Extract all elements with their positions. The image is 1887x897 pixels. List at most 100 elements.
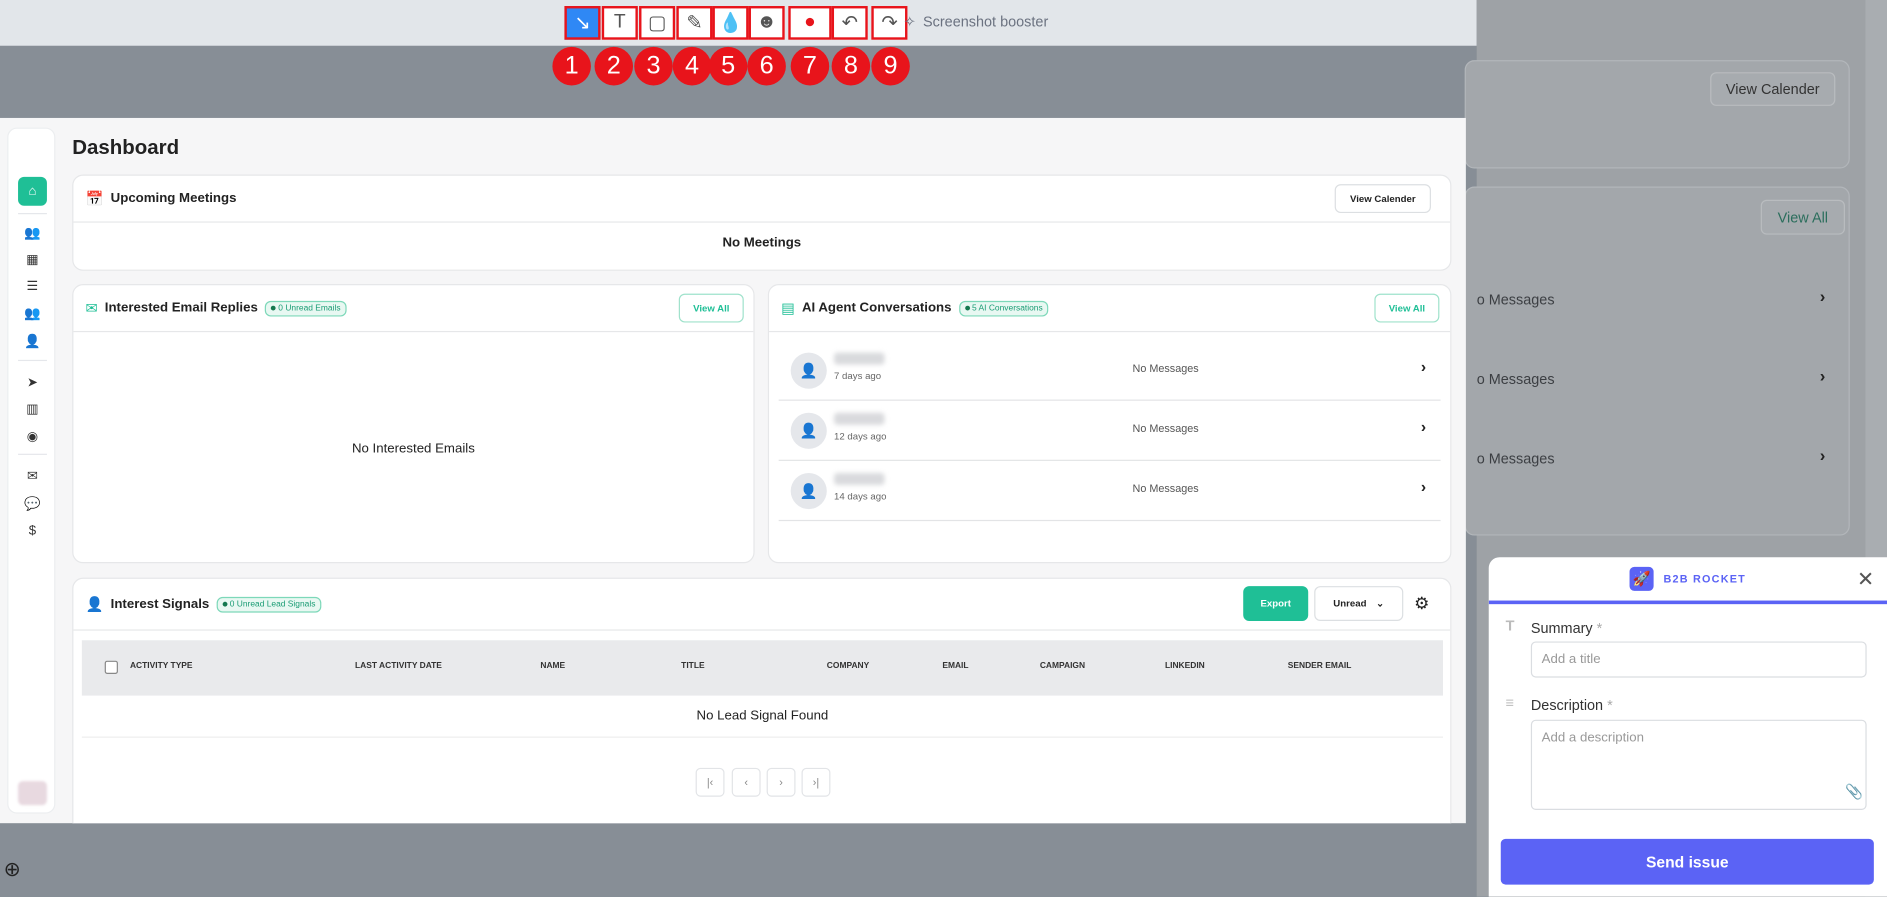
captured-dashboard: ⌂ 👥 ▦ ☰ 👥 👤 ➤ ▥ ◉ ✉ 💬 $ Dashboard 📅 Upcom… [0,117,1466,824]
interested-email-replies-card: ✉ Interested Email Replies 0 Unread Emails… [72,284,755,564]
issue-report-widget: 🚀 B2B ROCKET ✕ T Summary * Add a title ≡… [1488,557,1887,897]
empty-message: No Lead Signal Found [696,708,829,724]
send-icon[interactable]: ➤ [26,374,39,390]
prev-page-button[interactable]: ‹ [731,767,761,797]
user-avatar[interactable] [18,781,47,806]
team-icon[interactable]: 👥 [24,306,41,321]
conversation-message: No Messages [1132,422,1199,435]
text-tool-button[interactable]: T [601,6,638,40]
conversation-message: No Messages [1132,482,1199,495]
column-header: ACTIVITY TYPE [129,661,193,671]
chat-icon[interactable]: 💬 [24,496,41,511]
mail-icon[interactable]: ✉ [26,468,39,484]
summary-label: Summary * [1530,619,1603,637]
redo-tool-button[interactable]: ↷ [871,6,908,40]
description-icon: ≡ [1505,694,1515,712]
send-issue-button[interactable]: Send issue [1500,838,1874,885]
emoji-icon: ☻ [756,12,777,33]
close-icon[interactable]: ✕ [1857,568,1875,591]
conversation-row[interactable]: 👤 7 days ago No Messages › [778,341,1441,401]
record-tool-button[interactable]: ● [788,6,832,40]
ai-conversations-badge: 5 AI Conversations [958,300,1049,316]
conversation-time: 12 days ago [834,430,887,442]
step-marker: 7 [790,46,830,86]
unread-signals-badge: 0 Unread Lead Signals [216,596,322,612]
column-header: COMPANY [826,661,870,671]
undo-tool-button[interactable]: ↶ [831,6,868,40]
widget-header: 🚀 B2B ROCKET [1488,557,1887,605]
home-icon[interactable]: ⌂ [18,176,47,206]
chevron-right-icon: › [1420,477,1427,496]
text-icon: T [1505,617,1515,635]
empty-message: No Interested Emails [351,441,475,457]
next-page-button[interactable]: › [766,767,796,797]
add-user-icon[interactable]: 👤 [24,333,41,349]
undo-icon: ↶ [841,13,858,34]
arrow-icon: ↘ [574,13,591,34]
screenshot-booster-button[interactable]: ✧ Screenshot booster [904,13,1049,30]
step-marker: 5 [708,46,748,86]
pencil-tool-button[interactable]: ✎ [676,6,713,40]
conversation-row[interactable]: 👤 14 days ago No Messages › [778,461,1441,522]
redacted-name [834,352,885,365]
export-button[interactable]: Export [1243,586,1309,622]
view-calender-button[interactable]: View Calender [1334,184,1431,214]
bg-message: o Messages [1476,370,1555,388]
attachment-icon[interactable]: 📎 [1844,783,1863,801]
divider [18,213,47,215]
description-input[interactable]: Add a description [1530,719,1867,810]
blur-drop-icon: 💧 [718,13,743,34]
table-empty-row: No Lead Signal Found [81,696,1443,738]
upcoming-meetings-card: 📅 Upcoming Meetings View Calender No Meet… [72,174,1452,271]
pencil-icon: ✎ [686,13,703,34]
settings-gear-icon[interactable]: ⚙ [1414,593,1430,613]
chevron-right-icon: › [1819,286,1826,306]
arrow-tool-button[interactable]: ↘ [564,6,601,40]
user-avatar-icon: 👤 [790,412,827,449]
sidebar: ⌂ 👥 ▦ ☰ 👥 👤 ➤ ▥ ◉ ✉ 💬 $ [7,127,56,814]
chat-list-icon: ▤ [781,299,795,317]
card-title: Interested Email Replies [104,300,258,316]
step-marker: 2 [594,46,634,86]
sparkle-icon: ✧ [903,13,916,31]
brand-name: B2B ROCKET [1663,572,1746,585]
column-header: EMAIL [942,661,969,671]
contacts-icon[interactable]: 👥 [24,225,41,241]
billing-icon[interactable]: $ [28,523,37,538]
profile-icon[interactable]: ◉ [26,429,39,444]
last-page-button[interactable]: ›| [801,767,831,797]
view-all-emails-button[interactable]: View All [678,293,744,323]
chevron-right-icon: › [1420,357,1427,376]
step-marker: 6 [747,46,786,86]
step-marker: 8 [831,46,871,86]
first-page-button[interactable]: |‹ [695,767,725,797]
conversation-row[interactable]: 👤 12 days ago No Messages › [778,401,1441,461]
analytics-icon[interactable]: ▥ [26,401,39,416]
summary-input[interactable]: Add a title [1530,641,1867,678]
zoom-in-icon[interactable]: ⊕ [3,858,21,881]
chevron-right-icon: › [1819,365,1826,386]
text-icon: T [613,12,626,33]
blur-drop-tool-button[interactable]: 💧 [712,6,749,40]
card-title: AI Agent Conversations [801,300,952,316]
bg-view-all-button: View All [1760,199,1845,235]
rectangle-tool-button[interactable]: ▢ [639,6,676,40]
chevron-right-icon: › [1420,417,1427,436]
unread-filter-select[interactable]: Unread ⌄ [1314,586,1404,622]
redacted-name [834,412,885,425]
rocket-logo-icon: 🚀 [1629,566,1654,591]
step-marker: 4 [672,46,712,86]
chevron-right-icon: › [1819,445,1826,465]
list-icon[interactable]: ☰ [26,278,39,294]
column-header: LINKEDIN [1164,661,1205,671]
step-marker: 9 [871,46,910,86]
view-all-conversations-button[interactable]: View All [1374,293,1440,323]
description-label: Description * [1530,696,1613,714]
companies-icon[interactable]: ▦ [26,252,39,267]
conversation-time: 7 days ago [834,370,882,382]
bg-message: o Messages [1476,291,1555,309]
redacted-name [834,472,885,486]
select-all-checkbox[interactable] [104,660,118,674]
bg-view-calender-button: View Calender [1710,72,1836,106]
emoji-tool-button[interactable]: ☻ [748,6,785,40]
